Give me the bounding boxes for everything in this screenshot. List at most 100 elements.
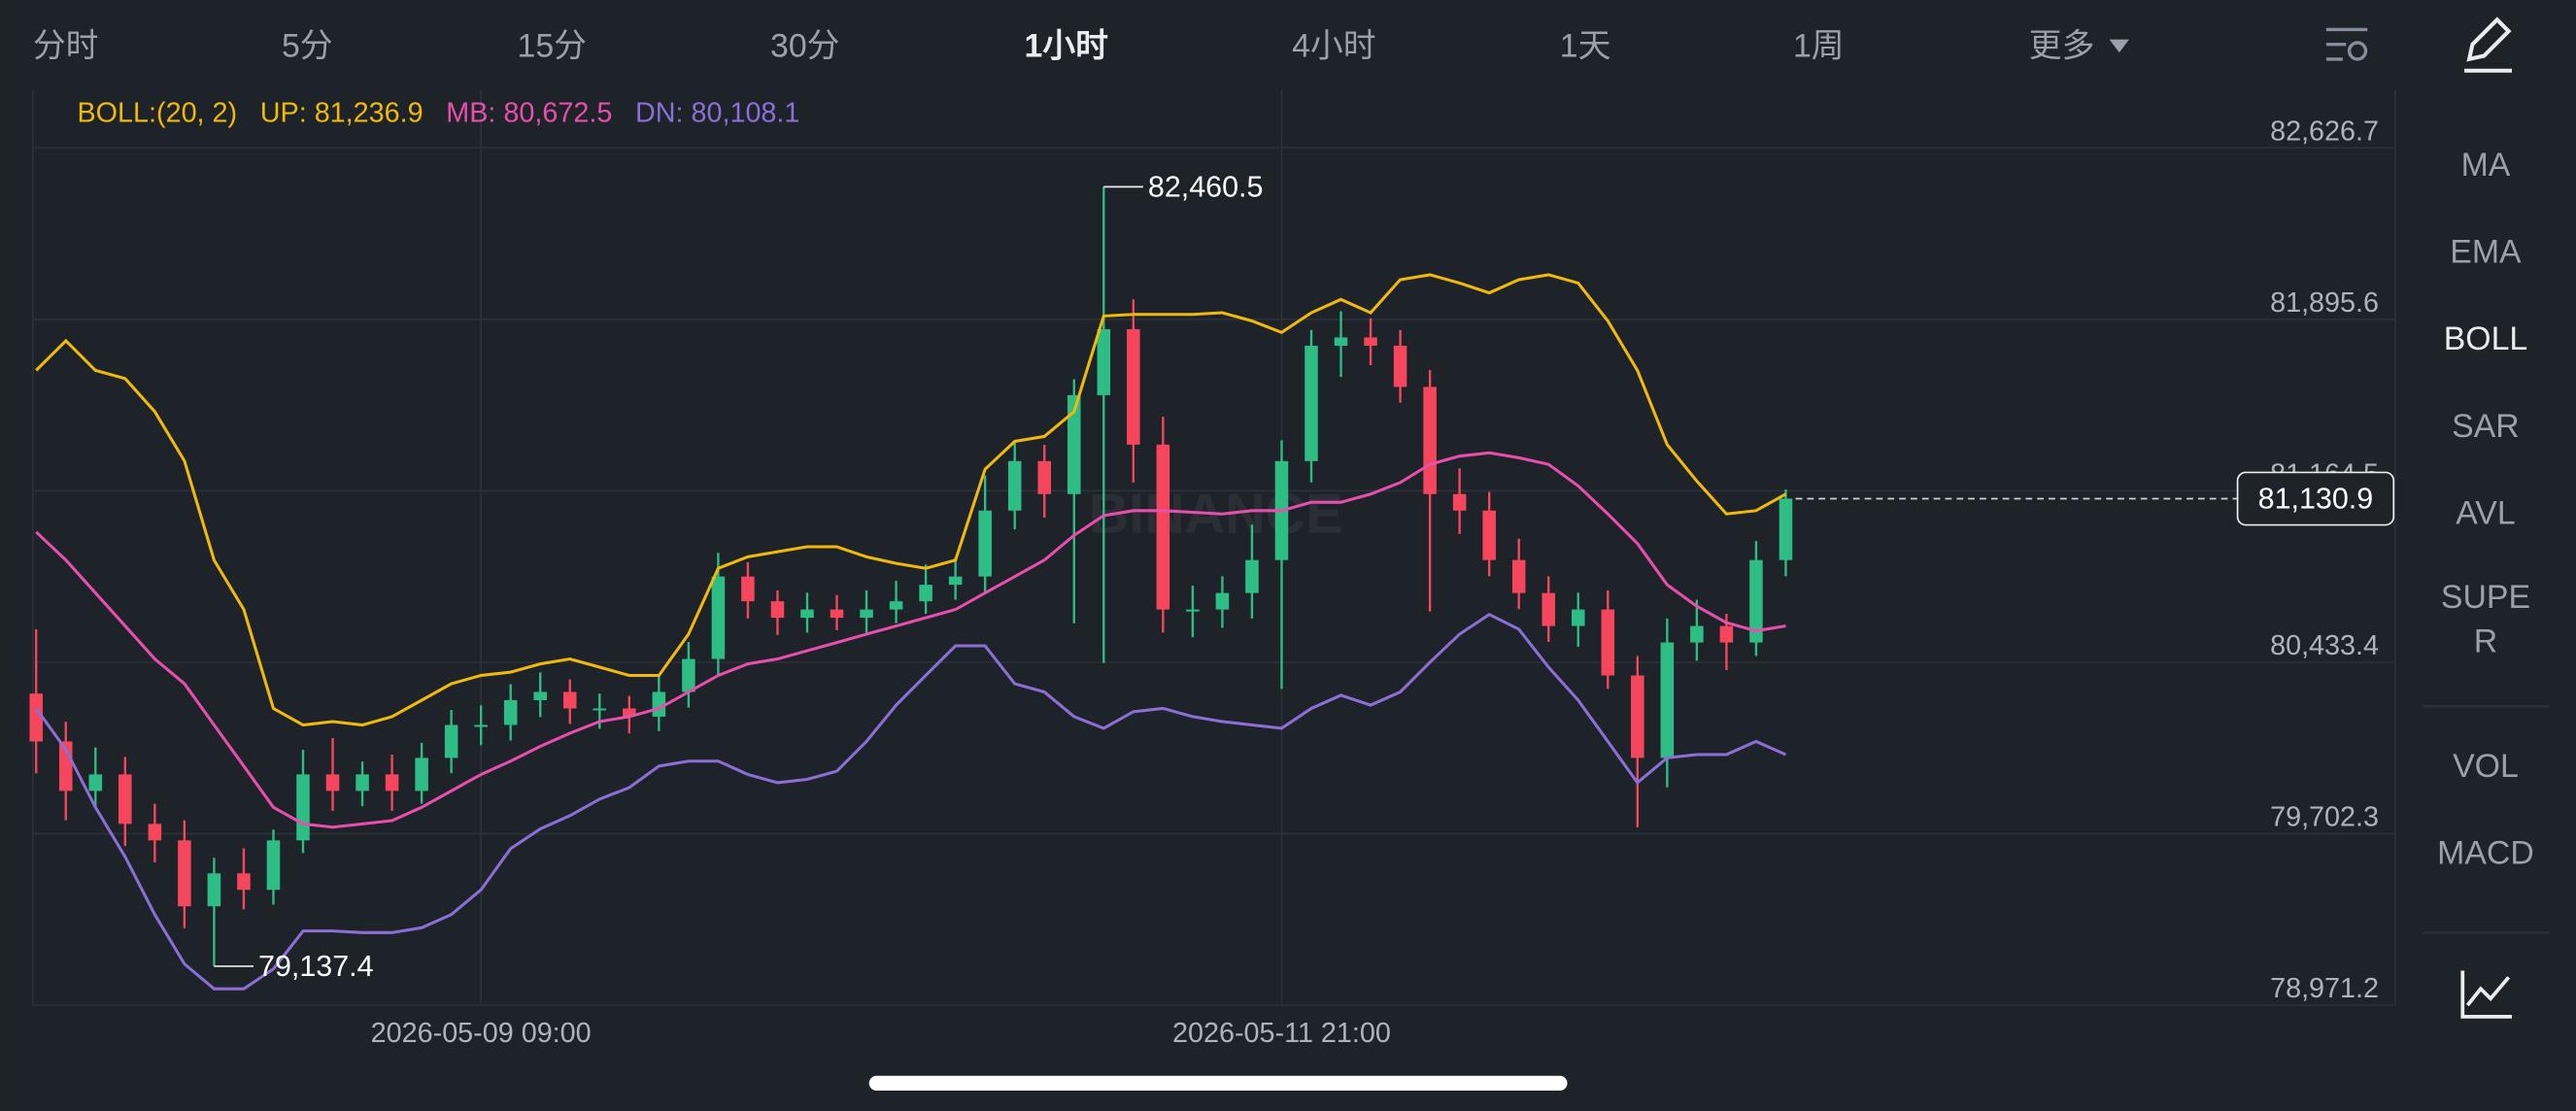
candle-body: [770, 601, 785, 619]
timeframe-tab[interactable]: 5分: [282, 27, 333, 64]
candle-body: [1571, 609, 1585, 626]
candle-body: [119, 774, 132, 825]
candle-body: [178, 840, 191, 907]
candle-body: [1186, 609, 1200, 612]
x-tick-label: 2026-05-11 21:00: [1172, 1018, 1391, 1049]
candle-body: [1749, 559, 1763, 643]
legend-entry: DN: 80,108.1: [635, 98, 799, 129]
legend-entry: MB: 80,672.5: [446, 98, 612, 129]
candle-body: [1452, 493, 1467, 511]
candle-body: [1127, 328, 1140, 445]
candle-body: [682, 658, 695, 692]
candle-body: [503, 700, 518, 725]
candle-body: [1423, 387, 1437, 494]
candle-body: [860, 609, 873, 619]
indicator-label[interactable]: MA: [2460, 148, 2511, 185]
candle-body: [266, 840, 281, 891]
timeframe-tab[interactable]: 30分: [770, 27, 839, 64]
home-indicator: [868, 1075, 1568, 1092]
candle-body: [1690, 625, 1704, 643]
indicator-label[interactable]: MACD: [2437, 835, 2534, 873]
indicator-label[interactable]: SUPER: [2440, 580, 2531, 660]
candle-body: [1334, 337, 1348, 346]
candle-body: [356, 774, 369, 791]
boll-line: [35, 451, 1786, 829]
candle-body: [1156, 444, 1170, 610]
y-tick-label: 79,702.3: [2270, 802, 2379, 833]
candle-body: [830, 609, 844, 619]
candle-body: [1660, 642, 1675, 758]
timeframe-tab[interactable]: 4小时: [1292, 27, 1375, 64]
indicator-label[interactable]: EMA: [2450, 234, 2522, 272]
indicator-button[interactable]: SAR: [2420, 406, 2551, 504]
indicator-label[interactable]: SAR: [2452, 409, 2520, 446]
candle-body: [207, 873, 221, 907]
candle-body: [325, 774, 340, 791]
indicator-button[interactable]: SUPER: [2420, 577, 2551, 675]
grid: [32, 90, 2395, 1006]
candle-body: [1631, 675, 1644, 758]
indicator-button[interactable]: BOLL: [2420, 319, 2551, 417]
candle-body: [1037, 460, 1051, 494]
candle-body: [1482, 510, 1496, 560]
indicator-button[interactable]: VOL: [2420, 746, 2551, 844]
candle-body: [948, 576, 963, 586]
more-arrow[interactable]: [2109, 39, 2129, 53]
chart-type-icon[interactable]: [2460, 970, 2513, 1019]
indicator-label[interactable]: VOL: [2453, 749, 2519, 786]
indicator-button[interactable]: AVL: [2420, 492, 2551, 590]
candle-body: [29, 693, 43, 742]
indicator-button[interactable]: MACD: [2420, 832, 2551, 930]
candle-body: [562, 691, 577, 709]
candle-body: [741, 576, 755, 602]
candle-body: [1097, 328, 1111, 395]
timeframe-tab[interactable]: 1周: [1793, 27, 1845, 64]
low-label: 79,137.4: [258, 950, 374, 983]
candle-body: [1215, 592, 1230, 610]
candle-body: [1393, 345, 1407, 387]
candle-body: [1364, 337, 1377, 346]
candle-body: [474, 724, 488, 727]
candle-body: [88, 774, 103, 791]
candle-body: [385, 774, 399, 791]
candle-body: [1007, 460, 1022, 511]
boll-line: [34, 612, 1787, 991]
y-tick-label: 81,895.6: [2270, 287, 2379, 319]
timeframe-tab[interactable]: 1天: [1560, 27, 1611, 64]
draw-tool-icon[interactable]: [2463, 17, 2513, 73]
indicator-label: BOLL:(20, 2): [78, 98, 238, 129]
indicator-label[interactable]: BOLL: [2443, 321, 2528, 358]
candle-body: [1067, 394, 1081, 494]
candle-body: [623, 708, 636, 717]
indicator-label[interactable]: AVL: [2456, 495, 2516, 532]
candle-body: [919, 585, 932, 602]
legend-entry: UP: 81,236.9: [260, 98, 424, 129]
candle-body: [1245, 559, 1259, 593]
last-price-label: 81,130.9: [2258, 482, 2373, 515]
last-price-tag[interactable]: [2236, 471, 2395, 526]
timeframe-tab[interactable]: 分时: [33, 27, 99, 64]
candle-body: [148, 824, 162, 841]
timeframe-tab[interactable]: 15分: [518, 27, 587, 64]
candle-body: [444, 724, 458, 758]
y-tick-label: 82,626.7: [2270, 116, 2379, 147]
high-label: 82,460.5: [1148, 170, 1263, 203]
timeframe-tab[interactable]: 更多: [2029, 27, 2095, 64]
candle-body: [1542, 592, 1555, 626]
indicator-button[interactable]: EMA: [2420, 231, 2551, 329]
candle-body: [978, 510, 992, 577]
indicator-button[interactable]: MA: [2420, 145, 2551, 243]
candle-body: [533, 691, 547, 701]
candle-body: [593, 708, 607, 711]
candle-body: [889, 601, 903, 610]
y-tick-label: 80,433.4: [2270, 630, 2379, 661]
settings-icon[interactable]: [2325, 27, 2368, 61]
candle-body: [1601, 609, 1615, 676]
timeframe-tab[interactable]: 1小时: [1024, 27, 1108, 64]
candle-body: [1305, 345, 1318, 461]
candle-body: [800, 609, 814, 619]
boll-line: [35, 273, 1787, 727]
